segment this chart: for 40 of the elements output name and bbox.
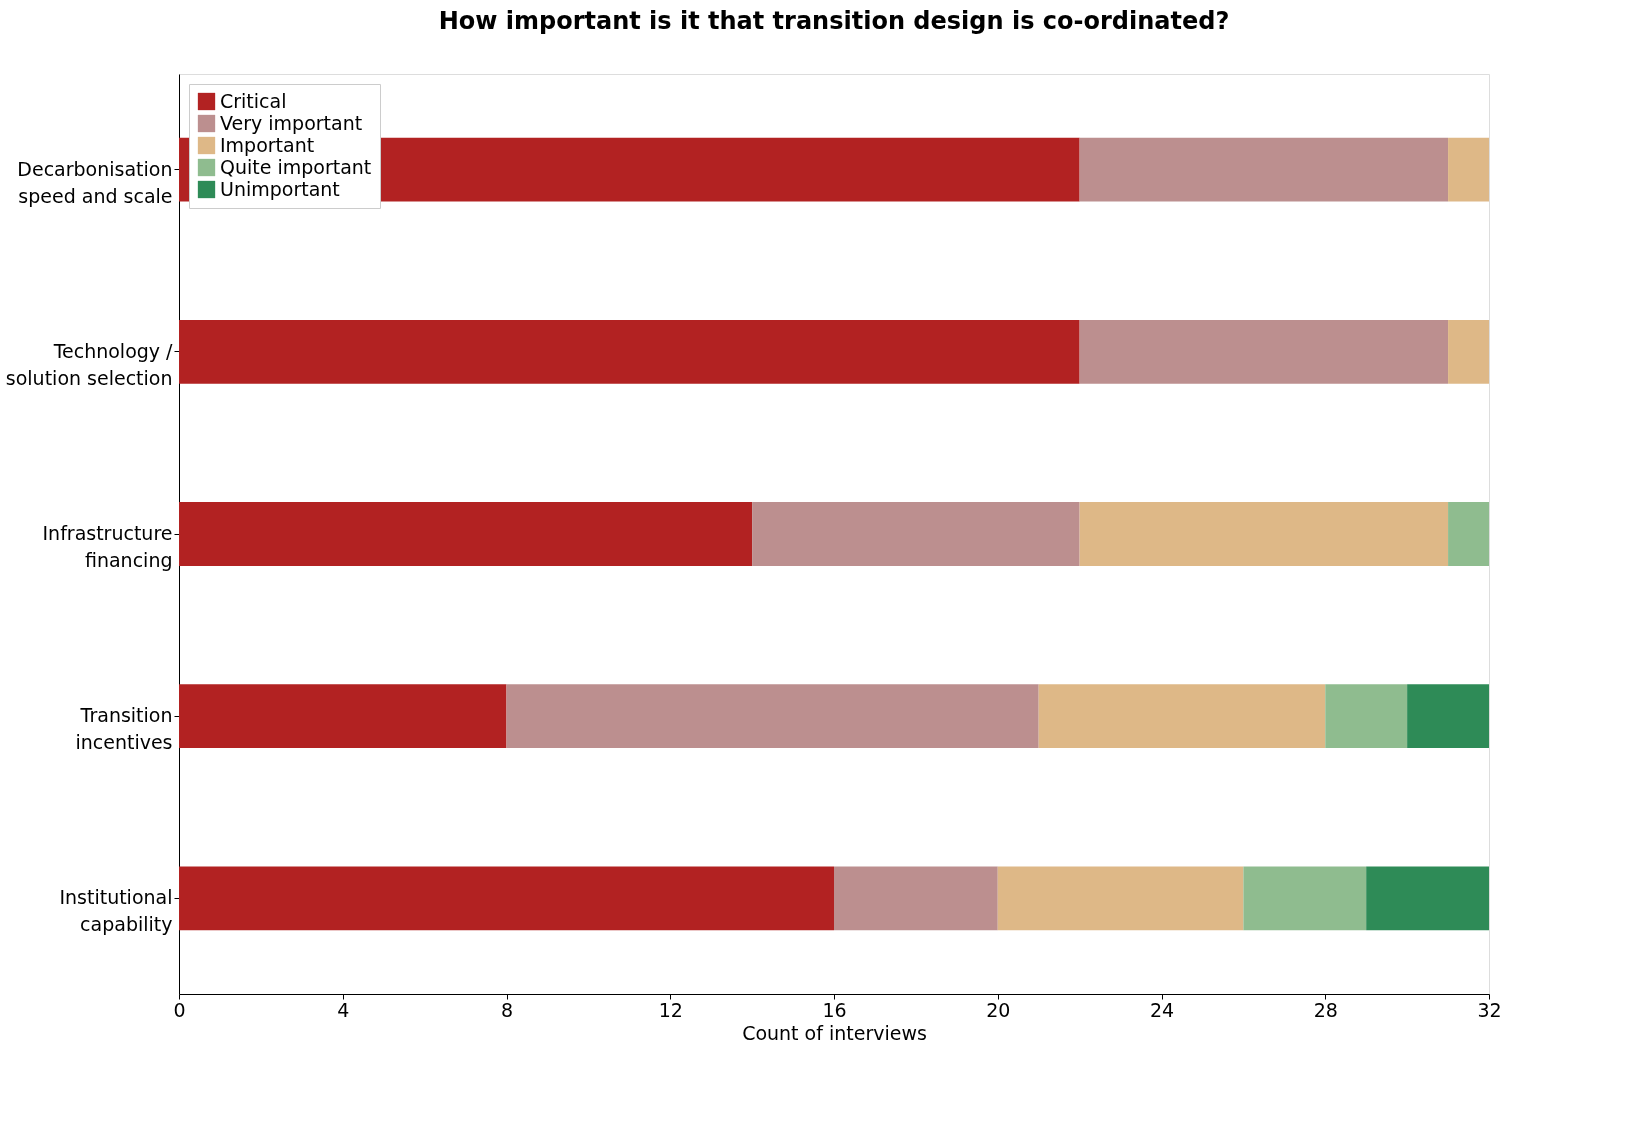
y-tick-label: Institutional capability: [59, 886, 173, 936]
chart-title: How important is it that transition design is co-ordinated?: [438, 7, 1230, 35]
bar: [1448, 137, 1489, 202]
legend-label: Unimportant: [220, 177, 340, 200]
bar: [506, 684, 1039, 749]
bar: [1079, 319, 1449, 384]
bar: [179, 319, 1080, 384]
bar: [997, 866, 1244, 931]
x-tick-label: 16: [822, 998, 847, 1021]
bar: [1448, 319, 1489, 384]
x-tick-label: 24: [1149, 998, 1175, 1021]
x-axis-title: Count of interviews: [742, 1021, 927, 1044]
legend-label: Quite important: [220, 155, 372, 178]
x-tick-label: 32: [1477, 998, 1502, 1021]
y-tick-label: Infrastructure financing: [42, 522, 173, 571]
y-tick-label: Transition incentives: [75, 704, 173, 754]
bar: [1448, 502, 1489, 566]
legend-label: Very important: [220, 111, 363, 134]
x-tick-label: 8: [500, 998, 514, 1021]
bar: [752, 502, 1080, 566]
y-tick-label: Technology / solution selection: [5, 339, 174, 389]
legend-label: Critical: [220, 89, 287, 112]
bar: [1079, 137, 1449, 202]
x-tick-label: 4: [337, 998, 350, 1021]
bar: [179, 684, 507, 749]
x-tick-label: 12: [658, 998, 683, 1021]
bar: [1243, 866, 1367, 931]
bar: [179, 502, 753, 566]
bar: [834, 866, 998, 931]
bar: [179, 866, 834, 931]
y-tick-label: Decarbonisation speed and scale: [17, 157, 173, 207]
bar: [1366, 866, 1489, 931]
bar: [1325, 684, 1408, 749]
legend-label: Important: [220, 133, 315, 156]
bar: [1079, 502, 1449, 566]
bar: [1407, 684, 1489, 749]
bar: [1038, 684, 1326, 749]
x-tick-label: 0: [173, 998, 186, 1021]
x-tick-label: 20: [986, 998, 1011, 1021]
x-tick-label: 28: [1313, 998, 1338, 1021]
